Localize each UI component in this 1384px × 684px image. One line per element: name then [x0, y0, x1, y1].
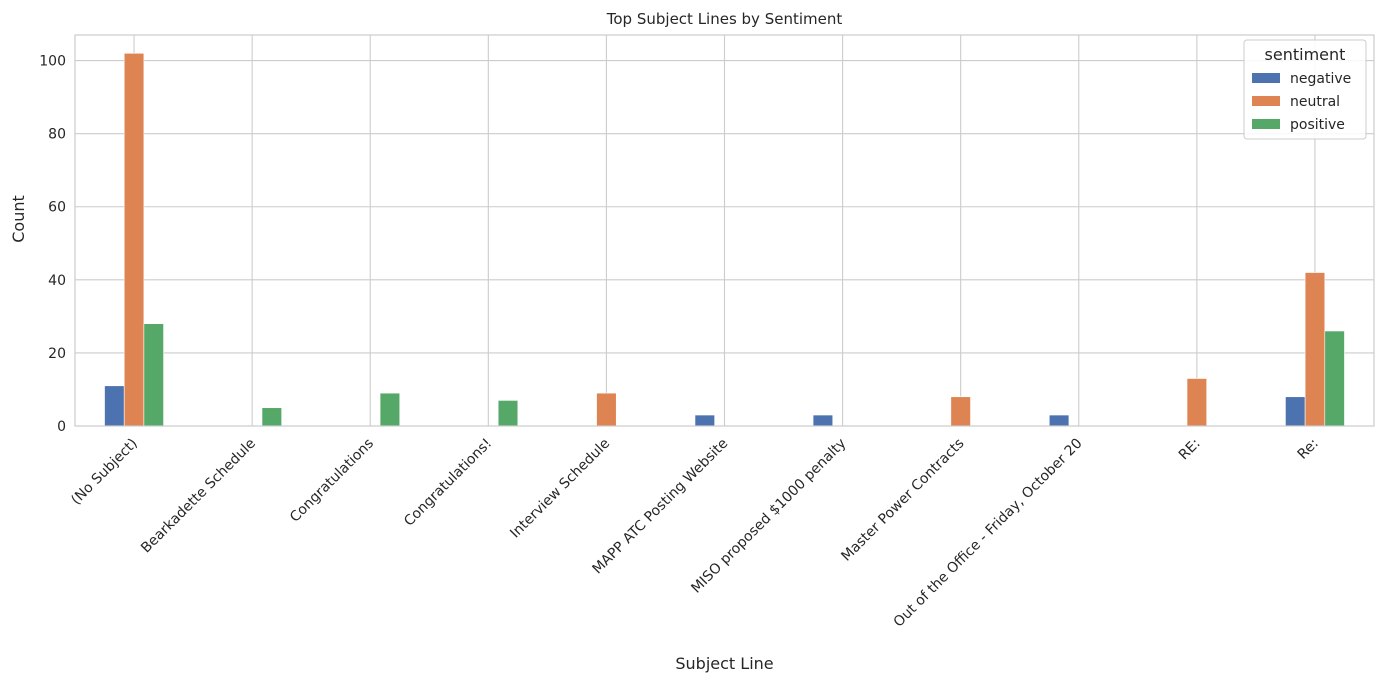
x-tick-label: Congratulations! [401, 436, 495, 530]
chart-title: Top Subject Lines by Sentiment [606, 10, 843, 28]
bar-negative [104, 385, 125, 427]
bar-neutral [1304, 272, 1326, 427]
legend-label-neutral: neutral [1290, 94, 1340, 110]
x-axis: (No Subject)Bearkadette Schedule Congratu… [68, 436, 1322, 631]
bars [104, 52, 1345, 427]
y-tick-label: 100 [39, 54, 66, 70]
x-tick-label: Re: [1295, 436, 1322, 463]
y-axis: 0 20 40 60 80 100 [39, 54, 66, 435]
bar-neutral [950, 396, 971, 427]
bar-negative [1048, 414, 1070, 427]
bar-negative [812, 414, 834, 427]
bar-positive [261, 407, 282, 427]
plot-frame [74, 34, 1375, 427]
y-tick-label: 0 [57, 419, 66, 435]
bar-positive [143, 323, 164, 427]
x-tick-label: Bearkadette Schedule [138, 436, 259, 557]
x-tick-label: Interview Schedule [507, 436, 613, 542]
legend-swatch-neutral [1252, 96, 1280, 106]
y-tick-label: 20 [48, 346, 66, 362]
legend-swatch-positive [1252, 119, 1280, 129]
legend-box [1243, 39, 1367, 140]
x-tick-label: MAPP ATC Posting Website [589, 436, 731, 578]
bar-neutral [123, 52, 145, 427]
y-tick-label: 80 [48, 127, 66, 143]
x-tick-label: Out of the Office - Friday, October 20 [891, 436, 1086, 631]
bar-positive [497, 400, 519, 427]
legend-swatch-negative [1252, 73, 1280, 83]
bar-negative [694, 414, 715, 427]
bar-neutral [596, 392, 617, 427]
legend-label-positive: positive [1290, 117, 1345, 133]
legend: sentiment negative neutral positive [1243, 39, 1367, 140]
bar-positive [1324, 330, 1345, 427]
grid [75, 35, 1374, 427]
x-axis-label: Subject Line [675, 654, 773, 673]
bar-neutral [1186, 378, 1208, 427]
x-tick-label: Congratulations [287, 436, 377, 526]
y-axis-label: Count [9, 195, 28, 243]
x-tick-label: (No Subject) [68, 436, 141, 509]
bar-negative [1285, 396, 1306, 427]
y-tick-label: 40 [48, 273, 66, 289]
x-tick-label: Master Power Contracts [838, 436, 967, 565]
x-tick-label: RE: [1176, 436, 1204, 464]
bar-positive [379, 392, 401, 427]
y-tick-label: 60 [48, 200, 66, 216]
legend-title: sentiment [1265, 45, 1346, 64]
legend-label-negative: negative [1290, 71, 1351, 87]
